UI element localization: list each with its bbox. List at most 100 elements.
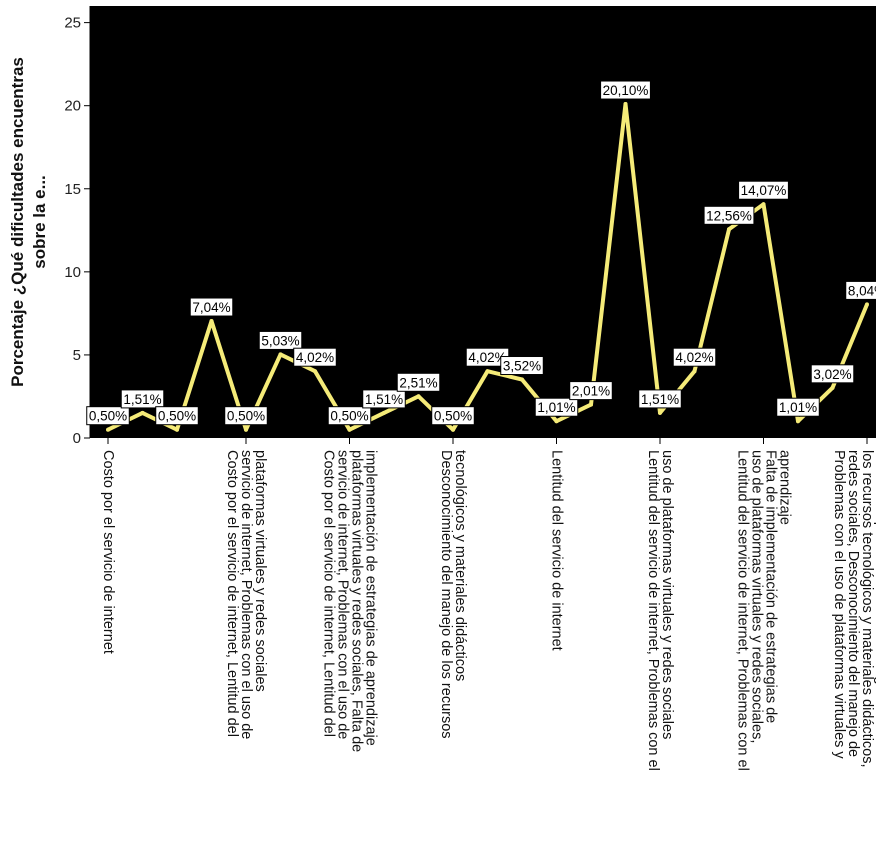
- data-label: 5,03%: [258, 330, 303, 350]
- data-label-text: 7,04%: [192, 300, 230, 315]
- x-category-label-line: Costo por el servicio de internet, Lenti…: [321, 450, 337, 737]
- data-label: 1,01%: [534, 397, 579, 417]
- data-label-text: 8,04%: [848, 283, 876, 298]
- data-label-text: 0,50%: [89, 409, 127, 424]
- data-point: [692, 369, 697, 374]
- data-label-text: 0,50%: [330, 409, 368, 424]
- data-label-box: [362, 389, 406, 409]
- data-point: [554, 419, 559, 424]
- data-label-text: 1,51%: [123, 392, 161, 407]
- x-category-label-line: los recursos tecnológicos y materiales d…: [859, 450, 875, 768]
- data-label-box: [258, 330, 303, 350]
- y-tick-label: 20: [64, 98, 81, 115]
- x-category-label-line: Costo por el servicio de internet: [100, 450, 116, 654]
- data-label-text: 1,51%: [365, 392, 403, 407]
- data-label: 4,02%: [465, 347, 510, 367]
- data-label-text: 4,02%: [296, 350, 334, 365]
- y-tick-label: 15: [64, 181, 81, 198]
- data-label-box: [500, 356, 544, 376]
- data-label-box: [155, 406, 199, 426]
- data-label-text: 2,01%: [572, 384, 610, 399]
- data-point: [451, 427, 455, 432]
- data-label-box: [86, 406, 130, 426]
- data-label-text: 3,02%: [813, 367, 851, 382]
- data-label-text: 0,50%: [434, 409, 472, 424]
- data-label: 1,51%: [120, 389, 165, 409]
- y-tick-label: 5: [73, 347, 81, 364]
- data-point: [520, 377, 524, 382]
- x-category-label-line: Lentitud del servicio de internet, Probl…: [735, 450, 751, 771]
- data-point: [313, 369, 317, 374]
- data-label-box: [431, 406, 475, 426]
- data-point: [727, 227, 731, 232]
- data-label-text: 0,50%: [158, 409, 196, 424]
- data-label: 2,01%: [569, 381, 613, 401]
- data-point: [209, 319, 214, 324]
- x-category-label-line: tecnológicos y materiales didácticos: [452, 450, 468, 681]
- data-label-text: 3,52%: [503, 359, 541, 374]
- data-label-box: [600, 80, 651, 100]
- data-point: [865, 302, 869, 307]
- data-point: [140, 410, 145, 415]
- data-label: 12,56%: [703, 205, 755, 225]
- data-label-box: [845, 280, 876, 300]
- x-category-label-line: uso de plataformas virtuales y redes soc…: [749, 450, 765, 743]
- data-label: 8,04%: [845, 280, 876, 300]
- data-label-box: [120, 389, 165, 409]
- x-category-label-line: plataformas virtuales y redes sociales: [252, 450, 268, 692]
- data-point: [175, 427, 179, 432]
- data-label-box: [672, 347, 717, 367]
- data-label-box: [189, 297, 234, 317]
- data-point: [623, 102, 628, 107]
- data-point: [761, 202, 766, 207]
- x-axis-categories: Costo por el servicio de internet Costo p…: [100, 438, 876, 771]
- x-category-label-line: plataformas virtuales y redes sociales, …: [349, 450, 365, 752]
- data-label: 0,50%: [431, 406, 475, 426]
- y-axis-title-line: sobre la e...: [30, 175, 49, 269]
- data-point: [244, 427, 248, 432]
- data-labels: 0,50% 1,51% 0,50% 7,04% 0,50% 5,03% 4,02% 0,50%…: [86, 80, 876, 426]
- data-label-text: 0,50%: [227, 409, 265, 424]
- data-label-box: [810, 364, 855, 384]
- x-category-label-line: Problemas con el uso de plataformas virt…: [831, 450, 847, 759]
- y-axis-label: Porcentaje ¿Qué dificultades encuentras s…: [8, 57, 49, 387]
- data-label: 7,04%: [189, 297, 234, 317]
- data-label: 4,02%: [293, 347, 337, 367]
- data-label-box: [703, 205, 755, 225]
- x-category-label-line: redes sociales, Desconocimiento del mane…: [845, 450, 861, 757]
- data-point: [796, 419, 800, 424]
- data-label: 14,07%: [738, 180, 789, 200]
- data-label-text: 20,10%: [603, 83, 649, 98]
- data-label: 20,10%: [600, 80, 651, 100]
- data-label-text: 4,02%: [675, 350, 713, 365]
- x-category-label-line: servicio de internet, Problemas con el u…: [335, 450, 351, 739]
- data-point: [830, 385, 835, 390]
- x-category-label-line: implementación de estrategias de aprendi…: [363, 450, 379, 746]
- y-axis: 0 5 10 15 20 25: [64, 6, 91, 447]
- data-point: [485, 369, 490, 374]
- x-category-label-line: Lentitud del servicio de internet, Probl…: [645, 450, 661, 771]
- data-label: 1,51%: [362, 389, 406, 409]
- x-category-label-line: Lentitud del servicio de internet: [549, 450, 565, 651]
- y-tick-label: 25: [64, 15, 81, 32]
- x-category-label-line: Falta de implementación de estrategias d…: [763, 450, 779, 723]
- data-label-text: 4,02%: [468, 350, 506, 365]
- data-label-box: [776, 397, 820, 417]
- data-point: [658, 410, 662, 415]
- data-label-text: 14,07%: [741, 183, 787, 198]
- x-category-label-line: Desconocimiento del manejo de los recurs…: [438, 450, 454, 739]
- data-label: 4,02%: [672, 347, 717, 367]
- data-point: [416, 394, 421, 399]
- data-point: [278, 352, 283, 357]
- data-label-box: [293, 347, 337, 367]
- x-category-label-line: uso de plataformas virtuales y redes soc…: [659, 450, 675, 739]
- data-label: 1,01%: [776, 397, 820, 417]
- data-label: 2,51%: [396, 372, 441, 392]
- data-label-box: [534, 397, 579, 417]
- data-point: [382, 410, 386, 415]
- x-category-label-line: Costo por el servicio de internet, Lenti…: [224, 450, 240, 737]
- x-category-label-line: Falta de implementación de estrategias d…: [873, 450, 876, 723]
- data-label: 0,50%: [327, 406, 372, 426]
- y-axis-title-line: Porcentaje ¿Qué dificultades encuentras: [8, 57, 27, 387]
